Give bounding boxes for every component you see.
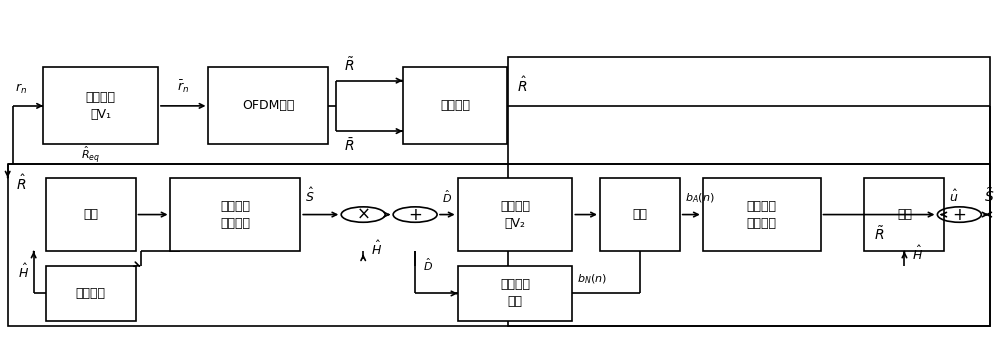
FancyBboxPatch shape (458, 266, 572, 321)
Text: 均衡: 均衡 (897, 208, 912, 221)
Text: 均衡: 均衡 (83, 208, 98, 221)
Text: 多路复用: 多路复用 (440, 99, 470, 112)
Text: OFDM解调: OFDM解调 (242, 99, 295, 112)
Text: 信道估计: 信道估计 (76, 287, 106, 300)
Text: ×: × (356, 206, 370, 224)
FancyBboxPatch shape (864, 178, 944, 251)
Text: $r_n$: $r_n$ (15, 82, 27, 96)
Text: 深度神经
网络: 深度神经 网络 (500, 278, 530, 308)
FancyBboxPatch shape (458, 178, 572, 251)
Text: 自适应阈
值V₂: 自适应阈 值V₂ (500, 200, 530, 230)
FancyBboxPatch shape (43, 67, 158, 144)
Text: $\hat{H}$: $\hat{H}$ (371, 239, 382, 258)
Text: $\hat{u}$: $\hat{u}$ (949, 189, 959, 205)
Text: $\hat{R}$: $\hat{R}$ (16, 174, 26, 194)
Text: $\tilde{R}$: $\tilde{R}$ (874, 225, 884, 243)
Text: +: + (408, 206, 422, 224)
Text: 并集: 并集 (632, 208, 647, 221)
FancyBboxPatch shape (46, 266, 136, 321)
FancyBboxPatch shape (170, 178, 300, 251)
Text: $\hat{R}$: $\hat{R}$ (517, 76, 528, 95)
Text: $\bar{R}$: $\bar{R}$ (344, 137, 355, 154)
Text: $\hat{R}_{eq}$: $\hat{R}_{eq}$ (81, 145, 100, 165)
Text: $\hat{S}$: $\hat{S}$ (305, 187, 315, 205)
Text: $\hat{D}$: $\hat{D}$ (442, 188, 452, 205)
Text: $\hat{D}$: $\hat{D}$ (423, 257, 433, 273)
FancyBboxPatch shape (208, 67, 328, 144)
Text: $\hat{H}$: $\hat{H}$ (18, 263, 29, 282)
Text: +: + (952, 206, 966, 224)
Text: 自适应阈
值V₁: 自适应阈 值V₁ (86, 91, 116, 121)
Text: 剩余脉冲
噪声重构: 剩余脉冲 噪声重构 (747, 200, 777, 230)
FancyBboxPatch shape (600, 178, 680, 251)
Text: 解映射和
导频插入: 解映射和 导频插入 (220, 200, 250, 230)
Text: $b_N(n)$: $b_N(n)$ (577, 273, 607, 287)
Text: $\hat{H}$: $\hat{H}$ (912, 245, 923, 263)
Text: $\tilde{R}$: $\tilde{R}$ (344, 57, 355, 74)
Text: $\tilde{S}$: $\tilde{S}$ (984, 187, 995, 205)
FancyBboxPatch shape (403, 67, 507, 144)
FancyBboxPatch shape (703, 178, 821, 251)
Text: $\bar{r}_n$: $\bar{r}_n$ (177, 79, 189, 95)
FancyBboxPatch shape (46, 178, 136, 251)
Text: $b_A(n)$: $b_A(n)$ (685, 191, 714, 205)
